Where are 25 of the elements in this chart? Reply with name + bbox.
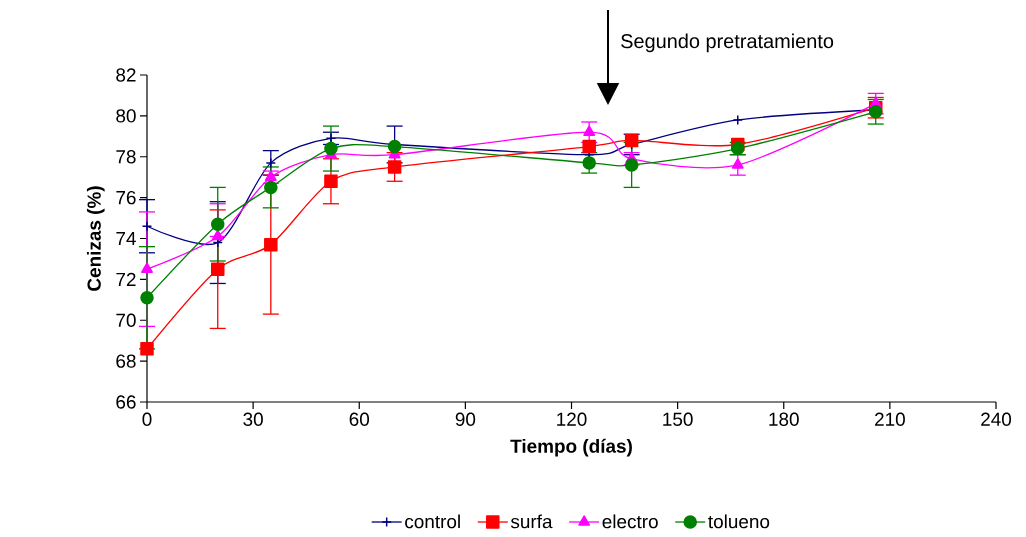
y-tick-label: 68: [116, 354, 136, 368]
legend-label: surfa: [510, 514, 553, 529]
x-tick-label: 180: [769, 412, 799, 426]
x-tick-label: 0: [142, 412, 152, 426]
legend-label: control: [405, 514, 460, 529]
x-tick-label: 60: [349, 412, 370, 426]
x-tick-label: 30: [243, 412, 263, 426]
y-tick-label: 80: [116, 109, 136, 123]
x-tick-label: 150: [663, 412, 693, 426]
y-tick-label: 74: [116, 231, 136, 246]
legend-label: tolueno: [708, 514, 770, 529]
x-tick-label: 120: [557, 412, 587, 426]
y-tick-label: 72: [116, 272, 136, 286]
x-tick-label: 240: [981, 412, 1012, 426]
y-tick-label: 66: [116, 395, 136, 409]
y-tick-label: 82: [116, 68, 136, 82]
y-tick-label: 76: [116, 190, 136, 205]
y-axis-title: Cenizas (%): [86, 186, 105, 291]
x-tick-label: 210: [875, 412, 905, 426]
y-tick-label: 78: [116, 150, 136, 164]
legend-label: electro: [602, 514, 658, 529]
x-axis-title: Tiempo (días): [510, 438, 632, 457]
text: Segundo pretratamiento: [621, 33, 834, 53]
y-tick-label: 70: [116, 313, 136, 327]
x-tick-label: 90: [455, 412, 476, 426]
